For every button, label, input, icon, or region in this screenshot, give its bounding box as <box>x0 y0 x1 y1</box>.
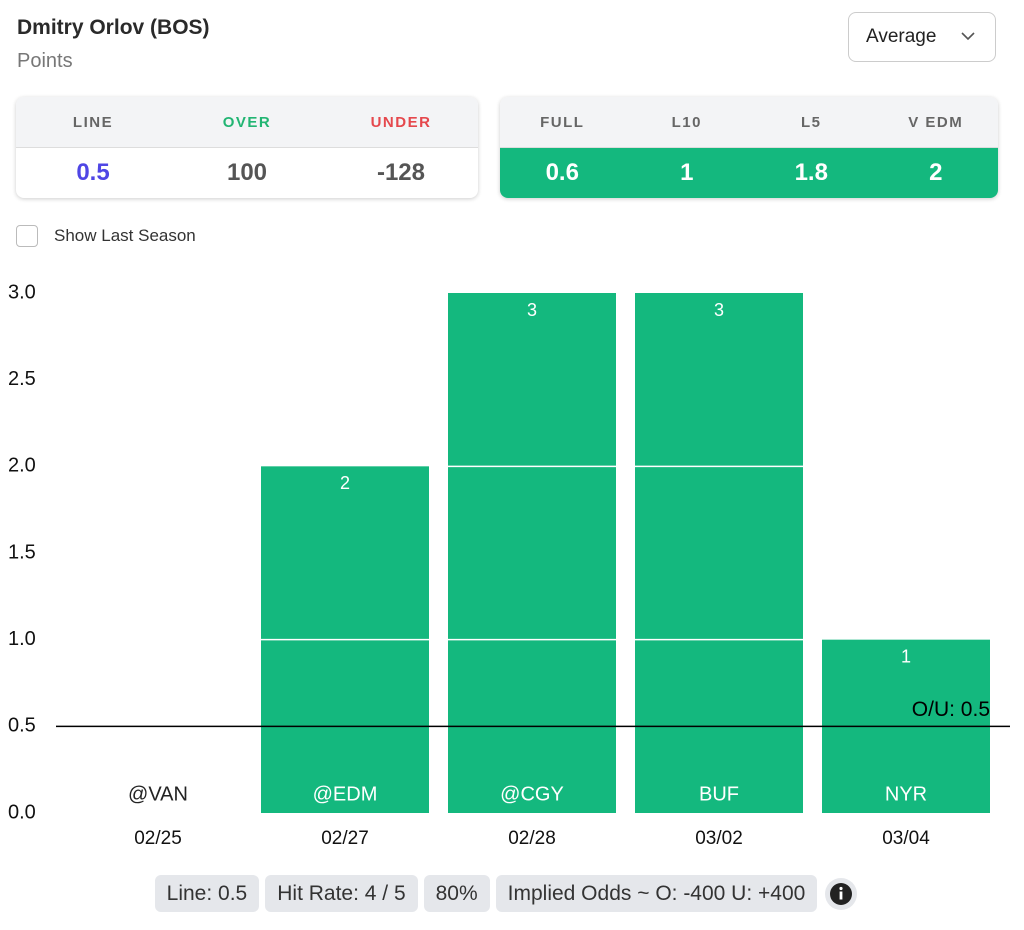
opponent-label: NYR <box>885 783 927 805</box>
player-name: Dmitry Orlov (BOS) <box>17 16 210 39</box>
toggle-label: Show Last Season <box>54 226 196 245</box>
summary-pill: 80% <box>423 875 490 912</box>
x-tick-label: 03/02 <box>695 828 743 849</box>
under-label: UNDER <box>370 113 432 131</box>
under-value: -128 <box>376 159 426 186</box>
value-label: 3 <box>714 300 724 320</box>
y-tick-label: 1.5 <box>8 541 36 563</box>
avg-label: L5 <box>800 113 822 131</box>
over-label: OVER <box>222 113 272 131</box>
avg-label: V EDM <box>908 113 964 131</box>
checkbox[interactable] <box>16 225 38 247</box>
avg-value: 1.8 <box>794 159 828 186</box>
summary-pill: Hit Rate: 4 / 5 <box>265 875 418 912</box>
summary-bar: Line: 0.5 Hit Rate: 4 / 5 80% Implied Od… <box>0 875 1014 912</box>
bar <box>635 293 803 813</box>
y-tick-label: 0.5 <box>8 715 36 737</box>
avg-label: FULL <box>540 113 585 131</box>
average-values: 0.6 1 1.8 2 <box>500 148 998 198</box>
opponent-label: BUF <box>699 783 739 805</box>
x-tick-label: 02/25 <box>134 828 182 849</box>
opponent-label: @CGY <box>500 783 564 805</box>
x-tick-label: 02/27 <box>321 828 369 849</box>
over-value: 100 <box>226 159 268 186</box>
chevron <box>961 32 975 41</box>
avg-value: 0.6 <box>545 159 579 186</box>
chart: 0.0 0.5 1.0 1.5 2.0 2.5 3.0 @VAN 02/25 2 @EDM 02/27… <box>8 281 1010 849</box>
avg-value: 1 <box>680 159 694 186</box>
x-tick-label: 02/28 <box>508 828 556 849</box>
summary-pill: Line: 0.5 <box>154 875 260 912</box>
summary-pill: Implied Odds ~ O: -400 U: +400 <box>495 875 818 912</box>
ou-label: O/U: 0.5 <box>912 698 990 721</box>
avg-value: 2 <box>929 159 943 186</box>
line-value: 0.5 <box>76 159 110 186</box>
avg-label: L10 <box>671 113 702 131</box>
bar <box>448 293 616 813</box>
average-box: FULL L10 L5 V EDM 0.6 1 1.8 2 <box>500 97 998 198</box>
value-label: 3 <box>527 300 537 320</box>
average-dropdown[interactable]: Average <box>848 12 996 62</box>
y-tick-label: 0.0 <box>8 801 36 823</box>
y-tick-label: 3.0 <box>8 281 36 303</box>
average-header: FULL L10 L5 V EDM <box>500 97 998 148</box>
opponent-label: @VAN <box>128 783 188 805</box>
line-values: 0.5 100 -128 <box>16 148 478 198</box>
line-label: LINE <box>72 113 114 131</box>
last-season-toggle[interactable]: Show Last Season <box>16 225 196 247</box>
info-icon[interactable] <box>823 876 859 912</box>
line-header: LINE OVER UNDER <box>16 97 478 148</box>
value-label: 2 <box>340 473 350 493</box>
y-tick-label: 1.0 <box>8 628 36 650</box>
value-label: 1 <box>901 646 911 666</box>
x-tick-label: 03/04 <box>882 828 930 849</box>
line-box: LINE OVER UNDER 0.5 100 -128 <box>16 97 478 198</box>
y-tick-label: 2.5 <box>8 368 36 390</box>
opponent-label: @EDM <box>313 783 378 805</box>
stat-name: Points <box>17 50 73 72</box>
y-tick-label: 2.0 <box>8 455 36 477</box>
dropdown-label: Average <box>866 26 937 47</box>
